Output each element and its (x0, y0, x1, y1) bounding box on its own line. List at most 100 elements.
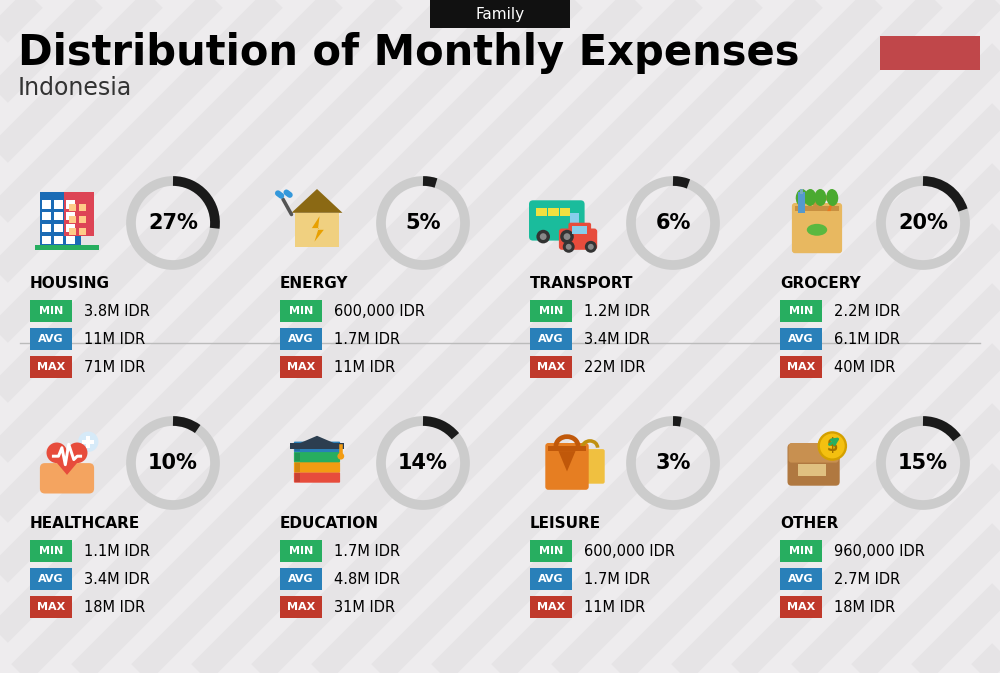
Text: 6%: 6% (655, 213, 691, 233)
Bar (280, 540, 322, 562)
Circle shape (540, 234, 547, 240)
Text: LEISURE: LEISURE (530, 516, 601, 530)
Text: MAX: MAX (37, 362, 65, 372)
Text: 3%: 3% (655, 453, 691, 473)
Text: AVG: AVG (538, 574, 564, 584)
Text: MIN: MIN (539, 546, 563, 556)
Circle shape (78, 431, 98, 452)
Text: MAX: MAX (287, 602, 315, 612)
FancyBboxPatch shape (294, 441, 340, 452)
Text: 18M IDR: 18M IDR (84, 600, 145, 614)
Ellipse shape (796, 189, 808, 206)
Text: 4.8M IDR: 4.8M IDR (334, 571, 400, 586)
Bar (40, 192, 81, 250)
Text: MAX: MAX (787, 362, 815, 372)
FancyBboxPatch shape (294, 462, 340, 472)
Text: 6.1M IDR: 6.1M IDR (834, 332, 900, 347)
Bar (79, 216, 86, 223)
Circle shape (566, 244, 572, 250)
Bar (295, 463, 300, 472)
FancyBboxPatch shape (40, 463, 94, 493)
Bar (536, 208, 547, 216)
Circle shape (536, 229, 550, 244)
FancyBboxPatch shape (545, 443, 589, 490)
Text: 2.7M IDR: 2.7M IDR (834, 571, 900, 586)
Circle shape (47, 443, 67, 463)
Bar (66, 236, 75, 244)
Text: HOUSING: HOUSING (30, 275, 110, 291)
Text: 3.4M IDR: 3.4M IDR (84, 571, 150, 586)
Text: 1.7M IDR: 1.7M IDR (334, 544, 400, 559)
Bar (86, 436, 90, 448)
Text: MAX: MAX (537, 362, 565, 372)
FancyBboxPatch shape (792, 203, 842, 253)
Bar (530, 356, 572, 378)
Bar (54, 200, 63, 209)
Bar (780, 568, 822, 590)
Bar (66, 200, 75, 209)
Bar (42, 212, 51, 221)
Text: $: $ (827, 437, 838, 455)
Text: 5%: 5% (405, 213, 441, 233)
Text: 10%: 10% (148, 453, 198, 473)
Bar (548, 446, 586, 451)
FancyBboxPatch shape (568, 223, 591, 237)
Bar (780, 300, 822, 322)
Text: MIN: MIN (289, 546, 313, 556)
Bar (295, 453, 300, 461)
Text: 15%: 15% (898, 453, 948, 473)
Text: MIN: MIN (39, 546, 63, 556)
Bar (800, 189, 803, 194)
Bar (795, 206, 839, 211)
Text: AVG: AVG (538, 334, 564, 344)
Text: 1.1M IDR: 1.1M IDR (84, 544, 150, 559)
Bar (69, 228, 76, 235)
Text: AVG: AVG (38, 334, 64, 344)
Text: 3.8M IDR: 3.8M IDR (84, 304, 150, 318)
Text: 11M IDR: 11M IDR (334, 359, 395, 374)
Bar (42, 200, 51, 209)
Bar (79, 205, 86, 211)
Text: Distribution of Monthly Expenses: Distribution of Monthly Expenses (18, 32, 800, 74)
Text: 2.2M IDR: 2.2M IDR (834, 304, 900, 318)
Text: AVG: AVG (38, 574, 64, 584)
Text: 71M IDR: 71M IDR (84, 359, 145, 374)
Bar (30, 596, 72, 618)
Circle shape (67, 443, 87, 463)
Text: 1.7M IDR: 1.7M IDR (334, 332, 400, 347)
Bar (42, 236, 51, 244)
Text: 600,000 IDR: 600,000 IDR (334, 304, 425, 318)
Text: 18M IDR: 18M IDR (834, 600, 895, 614)
FancyBboxPatch shape (788, 443, 839, 462)
Text: 40M IDR: 40M IDR (834, 359, 895, 374)
Bar (572, 226, 587, 234)
Text: GROCERY: GROCERY (780, 275, 861, 291)
Bar (295, 213, 339, 247)
Bar (30, 540, 72, 562)
Text: 31M IDR: 31M IDR (334, 600, 395, 614)
Ellipse shape (804, 189, 816, 206)
Text: Family: Family (475, 7, 525, 22)
Bar (780, 328, 822, 350)
Bar (798, 464, 826, 476)
Polygon shape (312, 216, 324, 242)
Text: AVG: AVG (288, 334, 314, 344)
Text: OTHER: OTHER (780, 516, 838, 530)
Bar (82, 440, 94, 444)
Circle shape (819, 432, 846, 460)
Text: 1.7M IDR: 1.7M IDR (584, 571, 650, 586)
Bar (280, 356, 322, 378)
Text: MIN: MIN (289, 306, 313, 316)
Bar (30, 300, 72, 322)
Bar (280, 328, 322, 350)
Bar (54, 224, 63, 232)
Bar (780, 596, 822, 618)
Polygon shape (558, 451, 576, 472)
Polygon shape (292, 189, 342, 213)
Text: MAX: MAX (287, 362, 315, 372)
Bar (30, 356, 72, 378)
Bar (530, 328, 572, 350)
Circle shape (585, 241, 597, 253)
Text: MAX: MAX (537, 602, 565, 612)
FancyBboxPatch shape (294, 452, 340, 462)
